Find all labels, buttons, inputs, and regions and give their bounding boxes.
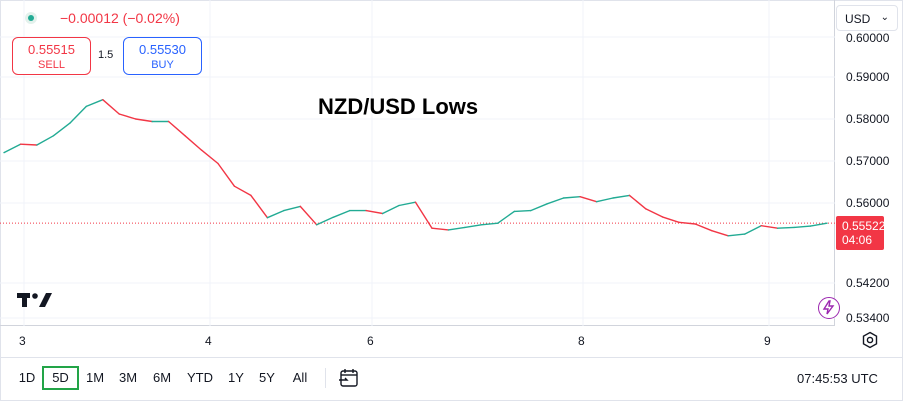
price-segment bbox=[200, 149, 219, 165]
time-tick: 3 bbox=[19, 334, 26, 348]
lightning-icon[interactable] bbox=[818, 297, 840, 319]
price-tick: 0.60000 bbox=[846, 31, 890, 45]
range-all-button[interactable]: All bbox=[292, 370, 308, 385]
time-tick: 6 bbox=[367, 334, 374, 348]
range-5d-button[interactable]: 5D bbox=[42, 366, 79, 390]
price-segment bbox=[381, 204, 400, 215]
price-segment bbox=[744, 224, 762, 235]
price-segment bbox=[233, 185, 252, 197]
price-segment bbox=[431, 227, 450, 231]
price-segment bbox=[217, 162, 236, 187]
price-segment bbox=[776, 226, 795, 229]
gear-icon[interactable] bbox=[861, 331, 879, 349]
price-segment bbox=[283, 205, 301, 212]
chart-pane[interactable] bbox=[0, 0, 835, 326]
tradingview-logo-icon bbox=[17, 293, 52, 307]
buy-price: 0.55530 bbox=[139, 42, 186, 57]
price-segment bbox=[546, 197, 565, 205]
price-segment bbox=[134, 118, 153, 123]
price-segment bbox=[809, 222, 828, 227]
price-tick: 0.56000 bbox=[846, 196, 890, 210]
price-segment bbox=[266, 209, 285, 219]
market-status-icon bbox=[25, 12, 37, 24]
price-segment bbox=[299, 205, 318, 226]
currency-selector[interactable]: USD ⌄ bbox=[836, 5, 898, 31]
price-segment bbox=[678, 221, 696, 225]
range-6m-button[interactable]: 6M bbox=[152, 370, 172, 385]
buy-label: BUY bbox=[151, 59, 174, 71]
price-segment bbox=[447, 226, 466, 231]
price-segment bbox=[562, 195, 581, 199]
price-segment bbox=[513, 209, 532, 213]
bar-countdown: 04:06 bbox=[842, 233, 873, 247]
calendar-goto-icon[interactable] bbox=[338, 368, 360, 388]
last-price: 0.55522 bbox=[842, 219, 886, 233]
price-segment bbox=[118, 113, 137, 120]
price-segment bbox=[480, 222, 499, 226]
price-segment bbox=[398, 201, 417, 207]
spread-value: 1.5 bbox=[98, 49, 114, 61]
price-segment bbox=[661, 216, 680, 224]
utc-clock: 07:45:53 UTC bbox=[797, 371, 878, 386]
price-segment bbox=[464, 224, 482, 229]
price-segment bbox=[69, 105, 88, 124]
price-segment bbox=[102, 98, 120, 115]
sell-label: SELL bbox=[38, 59, 65, 71]
price-tick: 0.53400 bbox=[846, 311, 890, 325]
sell-button[interactable]: 0.55515 SELL bbox=[12, 37, 91, 75]
price-segment bbox=[85, 98, 104, 108]
price-scale[interactable]: 0.60000 0.59000 0.58000 0.57000 0.56000 … bbox=[836, 0, 903, 326]
price-tick: 0.54200 bbox=[846, 276, 890, 290]
sell-price: 0.55515 bbox=[28, 42, 75, 57]
price-change: −0.00012 (−0.02%) bbox=[60, 10, 180, 26]
price-segment bbox=[36, 135, 55, 146]
buy-button[interactable]: 0.55530 BUY bbox=[123, 37, 202, 75]
range-ytd-button[interactable]: YTD bbox=[187, 370, 213, 385]
chart-title: NZD/USD Lows bbox=[318, 94, 479, 119]
price-segment bbox=[727, 233, 746, 237]
price-segment bbox=[793, 225, 812, 229]
price-segment bbox=[3, 143, 22, 154]
price-segment bbox=[645, 208, 664, 218]
last-price-tag: 0.55522 04:06 bbox=[836, 216, 886, 250]
price-segment bbox=[52, 122, 71, 137]
range-1y-button[interactable]: 1Y bbox=[228, 370, 244, 385]
price-segment bbox=[414, 201, 433, 229]
price-segment bbox=[332, 209, 351, 219]
currency-label: USD bbox=[845, 12, 871, 26]
price-segment bbox=[167, 120, 186, 137]
price-chart[interactable] bbox=[0, 0, 835, 326]
price-segment bbox=[760, 224, 779, 229]
price-segment bbox=[694, 223, 713, 232]
chevron-down-icon: ⌄ bbox=[880, 12, 889, 23]
time-tick: 9 bbox=[764, 334, 771, 348]
range-1d-button[interactable]: 1D bbox=[18, 370, 36, 385]
price-segment bbox=[579, 195, 598, 203]
toolbar-divider bbox=[325, 368, 326, 388]
time-axis[interactable]: 3 4 6 8 9 bbox=[0, 326, 835, 356]
price-tick: 0.59000 bbox=[846, 70, 890, 84]
price-tick: 0.57000 bbox=[846, 154, 890, 168]
range-3m-button[interactable]: 3M bbox=[118, 370, 138, 385]
price-segment bbox=[19, 143, 38, 146]
price-segment bbox=[595, 197, 614, 203]
price-segment bbox=[711, 229, 729, 237]
time-tick: 8 bbox=[578, 334, 585, 348]
price-segment bbox=[365, 209, 384, 215]
price-segment bbox=[612, 194, 631, 199]
price-segment bbox=[184, 135, 203, 151]
price-tick: 0.58000 bbox=[846, 112, 890, 126]
price-segment bbox=[530, 203, 548, 212]
price-segment bbox=[250, 194, 269, 219]
price-segment bbox=[316, 216, 334, 226]
range-1m-button[interactable]: 1M bbox=[85, 370, 105, 385]
price-segment bbox=[497, 210, 515, 224]
price-segment bbox=[628, 194, 647, 210]
range-5y-button[interactable]: 5Y bbox=[259, 370, 275, 385]
bottom-toolbar: 1D 5D 1M 3M 6M YTD 1Y 5Y All 07:45:53 UT… bbox=[0, 357, 903, 401]
time-tick: 4 bbox=[205, 334, 212, 348]
